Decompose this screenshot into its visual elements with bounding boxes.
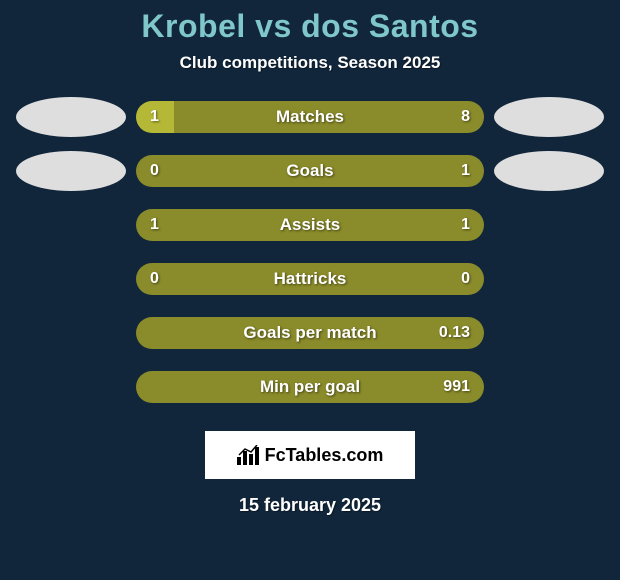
stat-value-right: 991 [443,371,470,403]
stat-row: 1Matches8 [0,97,620,137]
stat-label: Goals [136,155,484,187]
stat-label: Goals per match [136,317,484,349]
page-subtitle: Club competitions, Season 2025 [0,53,620,73]
stat-bar: Min per goal991 [136,371,484,403]
brand-text: FcTables.com [265,445,384,466]
stat-bar: 0Goals1 [136,155,484,187]
stat-row: Min per goal991 [0,367,620,407]
stat-label: Min per goal [136,371,484,403]
stat-row: 0Hattricks0 [0,259,620,299]
stat-bar: 1Assists1 [136,209,484,241]
avatar-right [494,151,604,191]
stat-row: 0Goals1 [0,151,620,191]
stat-value-right: 0 [461,263,470,295]
stats-list: 1Matches80Goals11Assists10Hattricks0Goal… [0,97,620,407]
stat-label: Hattricks [136,263,484,295]
stat-value-right: 8 [461,101,470,133]
stat-bar: 0Hattricks0 [136,263,484,295]
stat-value-right: 1 [461,155,470,187]
stat-label: Assists [136,209,484,241]
brand-logo: FcTables.com [205,431,415,479]
stat-bar: 1Matches8 [136,101,484,133]
avatar-left [16,151,126,191]
date-label: 15 february 2025 [0,495,620,516]
stat-label: Matches [136,101,484,133]
avatar-right [494,97,604,137]
chart-icon [237,445,259,465]
avatar-left [16,97,126,137]
stat-row: 1Assists1 [0,205,620,245]
stat-value-right: 1 [461,209,470,241]
stat-row: Goals per match0.13 [0,313,620,353]
page-title: Krobel vs dos Santos [0,8,620,45]
stat-value-right: 0.13 [439,317,470,349]
infographic-container: Krobel vs dos Santos Club competitions, … [0,0,620,580]
stat-bar: Goals per match0.13 [136,317,484,349]
